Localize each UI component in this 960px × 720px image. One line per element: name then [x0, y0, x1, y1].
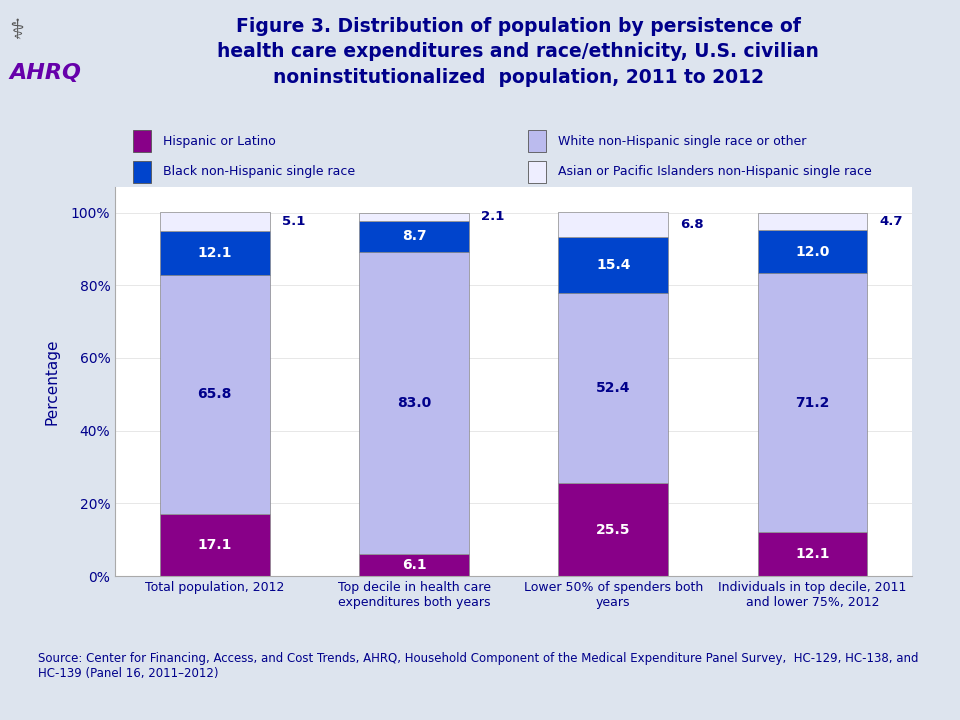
Text: 4.7: 4.7	[879, 215, 902, 228]
Text: 6.1: 6.1	[401, 558, 426, 572]
Bar	[559, 212, 668, 237]
Text: 25.5: 25.5	[596, 523, 631, 536]
Text: 65.8: 65.8	[198, 387, 232, 401]
Text: 12.1: 12.1	[198, 246, 232, 260]
Text: 2.1: 2.1	[481, 210, 504, 223]
Text: 5.1: 5.1	[281, 215, 305, 228]
Text: 8.7: 8.7	[401, 230, 426, 243]
FancyBboxPatch shape	[132, 130, 151, 152]
Bar	[359, 220, 468, 252]
Text: 17.1: 17.1	[198, 538, 232, 552]
Text: Figure 3. Distribution of population by persistence of
health care expenditures : Figure 3. Distribution of population by …	[218, 17, 819, 87]
Text: 15.4: 15.4	[596, 258, 631, 272]
Text: White non-Hispanic single race or other: White non-Hispanic single race or other	[558, 135, 806, 148]
Text: 12.0: 12.0	[795, 245, 829, 258]
Bar	[559, 237, 668, 293]
Text: 52.4: 52.4	[596, 381, 631, 395]
Text: AHRQ: AHRQ	[10, 63, 82, 84]
Text: Black non-Hispanic single race: Black non-Hispanic single race	[162, 166, 355, 179]
Bar	[757, 230, 867, 274]
Bar	[160, 514, 270, 576]
Text: 83.0: 83.0	[396, 396, 431, 410]
Bar	[160, 212, 270, 231]
FancyBboxPatch shape	[528, 130, 545, 152]
Bar	[757, 212, 867, 230]
Text: Asian or Pacific Islanders non-Hispanic single race: Asian or Pacific Islanders non-Hispanic …	[558, 166, 872, 179]
Bar	[359, 252, 468, 554]
Text: 71.2: 71.2	[795, 396, 829, 410]
Bar	[757, 532, 867, 576]
FancyBboxPatch shape	[528, 161, 545, 183]
Bar	[757, 274, 867, 532]
Text: ⚕: ⚕	[10, 17, 25, 45]
Y-axis label: Percentage: Percentage	[45, 338, 60, 425]
Bar	[160, 231, 270, 275]
Text: Hispanic or Latino: Hispanic or Latino	[162, 135, 276, 148]
Text: 6.8: 6.8	[680, 218, 704, 231]
Bar	[160, 275, 270, 514]
Text: Source: Center for Financing, Access, and Cost Trends, AHRQ, Household Component: Source: Center for Financing, Access, an…	[38, 652, 919, 680]
Bar	[559, 293, 668, 483]
Bar	[559, 483, 668, 576]
FancyBboxPatch shape	[132, 161, 151, 183]
Bar	[359, 554, 468, 576]
Text: 12.1: 12.1	[795, 547, 829, 561]
Bar	[359, 213, 468, 220]
